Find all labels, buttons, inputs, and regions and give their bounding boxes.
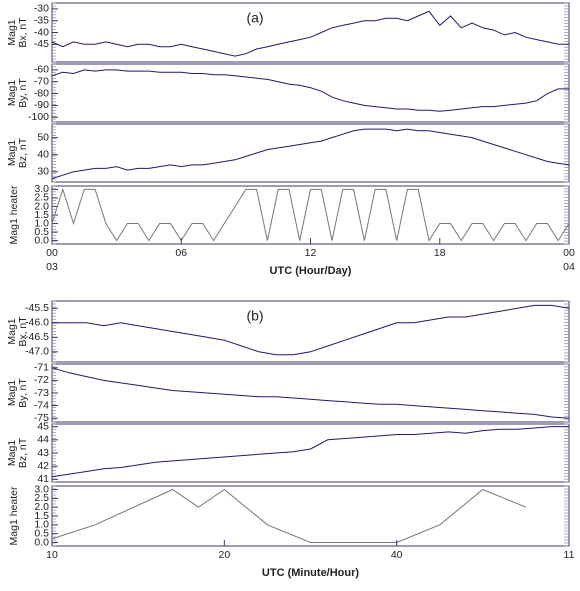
y-tick-label: 44 xyxy=(37,434,49,446)
y-axis-label: Mag1 xyxy=(6,19,18,45)
y-tick-label: -70 xyxy=(34,76,49,88)
panel-frame xyxy=(51,363,570,423)
y-tick-label: 43 xyxy=(37,447,49,459)
y-tick-label: -46.0 xyxy=(25,317,49,329)
y-tick-label: 45 xyxy=(37,420,49,432)
y-tick-label: -35 xyxy=(34,14,49,26)
y-tick-label: -80 xyxy=(34,87,49,99)
y-tick-label: -75 xyxy=(34,412,49,424)
data-line xyxy=(51,69,569,112)
data-line xyxy=(51,367,570,419)
y-tick-label: -73 xyxy=(34,387,49,399)
panel-annotation: (a) xyxy=(246,10,263,26)
y-tick-label: 0.0 xyxy=(34,234,49,246)
y-axis-label: Mag1 xyxy=(6,80,18,106)
y-tick-label: 2.5 xyxy=(34,192,49,204)
data-line xyxy=(52,304,570,356)
data-line xyxy=(51,426,569,478)
y-tick-label: 2.0 xyxy=(34,501,49,513)
y-tick-label: -71 xyxy=(34,362,49,374)
y-tick-label: -45 xyxy=(34,38,49,50)
y-tick-label: 3.0 xyxy=(34,183,49,195)
x-axis-label: UTC (Hour/Day) xyxy=(270,265,352,277)
day-label: 04 xyxy=(563,261,575,273)
y-tick-label: 50 xyxy=(37,131,49,143)
x-tick-label: 40 xyxy=(391,549,403,561)
y-tick-label: 0.0 xyxy=(34,536,49,548)
panel-frame xyxy=(51,123,570,183)
y-axis-label: Mag1 xyxy=(6,440,18,466)
y-tick-label: 0.5 xyxy=(34,527,49,539)
y-tick-label: 0.5 xyxy=(34,226,49,238)
x-tick-label: 00 xyxy=(46,247,58,259)
y-tick-label: 2.0 xyxy=(34,200,49,212)
y-axis-label: By, nT xyxy=(17,78,29,108)
data-line xyxy=(51,10,569,57)
panel-annotation: (b) xyxy=(246,308,263,324)
y-axis-label: Bz, nT xyxy=(17,437,29,468)
data-line xyxy=(51,128,570,180)
x-tick-label: 18 xyxy=(434,247,446,259)
y-tick-label: 1.5 xyxy=(34,209,49,221)
y-tick-label: -60 xyxy=(34,64,49,76)
x-tick-label: 00 xyxy=(563,247,575,259)
x-tick-label: 12 xyxy=(305,247,317,259)
y-tick-label: -100 xyxy=(28,111,49,123)
y-axis-label: Mag1 xyxy=(6,318,18,344)
x-tick-label: 10 xyxy=(46,549,58,561)
y-axis-label: By, nT xyxy=(17,378,29,408)
y-tick-label: -45.5 xyxy=(25,302,49,314)
x-tick-label: 20 xyxy=(218,549,230,561)
y-tick-label: 2.5 xyxy=(34,492,49,504)
x-tick-label: 11 xyxy=(564,549,575,561)
y-axis-label: Bx, nT xyxy=(17,17,29,48)
y-tick-label: -72 xyxy=(34,374,49,386)
x-tick-label: 06 xyxy=(175,247,187,259)
y-axis-label: Mag1 heater xyxy=(8,185,20,244)
y-tick-label: -30 xyxy=(34,3,49,15)
data-line xyxy=(51,187,570,242)
y-axis-label: Mag1 xyxy=(6,140,18,166)
y-tick-label: -74 xyxy=(34,399,49,411)
panel-frame xyxy=(51,485,570,547)
y-tick-label: 1.0 xyxy=(34,217,49,229)
y-axis-label: Mag1 xyxy=(6,380,18,406)
y-axis-label: Mag1 heater xyxy=(8,486,20,545)
panel-frame xyxy=(51,63,570,123)
x-axis-label: UTC (Minute/Hour) xyxy=(262,567,359,579)
y-tick-label: -40 xyxy=(34,26,49,38)
y-tick-label: -90 xyxy=(34,99,49,111)
panel-frame xyxy=(51,423,570,483)
panel-frame xyxy=(51,300,570,363)
panel-frame xyxy=(51,185,570,245)
y-tick-label: 41 xyxy=(37,473,49,485)
y-tick-label: 1.5 xyxy=(34,510,49,522)
y-tick-label: -47.0 xyxy=(25,346,49,358)
y-tick-label: 40 xyxy=(37,148,49,160)
y-axis-label: Bz, nT xyxy=(17,137,29,168)
y-tick-label: -46.5 xyxy=(25,331,49,343)
y-tick-label: 30 xyxy=(37,166,49,178)
y-tick-label: 42 xyxy=(37,460,49,472)
data-line xyxy=(51,488,527,543)
y-axis-label: Bx, nT xyxy=(17,316,29,347)
y-tick-label: 3.0 xyxy=(34,483,49,495)
panel-frame xyxy=(51,2,570,63)
y-tick-label: 1.0 xyxy=(34,519,49,531)
day-label: 03 xyxy=(46,261,58,273)
